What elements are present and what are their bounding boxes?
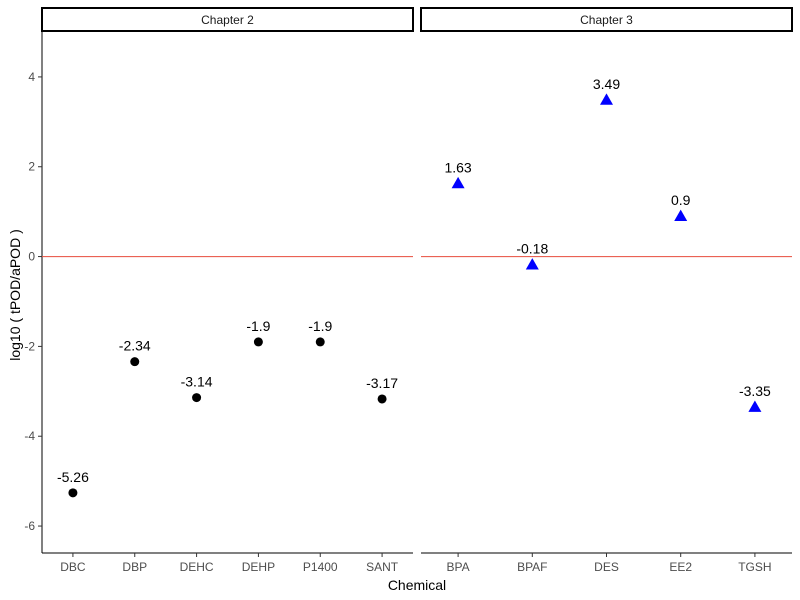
x-axis-title: Chemical (388, 577, 446, 593)
x-tick-label: P1400 (303, 560, 338, 574)
data-label-dbp: -2.34 (119, 338, 151, 354)
data-label-dehp: -1.9 (246, 318, 270, 334)
x-tick-label: DES (594, 560, 619, 574)
data-label-des: 3.49 (593, 76, 620, 92)
data-point-tgsh (748, 400, 762, 412)
data-label-bpaf: -0.18 (516, 241, 548, 257)
data-point-bpaf (525, 258, 539, 270)
x-tick-label: BPA (447, 560, 470, 574)
y-tick-label: -2 (24, 339, 35, 353)
x-tick-label: TGSH (738, 560, 771, 574)
data-label-tgsh: -3.35 (739, 383, 771, 399)
data-label-dehc: -3.14 (181, 374, 213, 390)
data-label-bpa: 1.63 (444, 159, 471, 175)
panel-strip (41, 7, 414, 32)
data-label-dbc: -5.26 (57, 469, 89, 485)
data-label-ee2: 0.9 (671, 192, 691, 208)
panel-strip-title: Chapter 3 (580, 13, 633, 27)
panel-strip (420, 7, 793, 32)
y-tick-label: -4 (24, 429, 35, 443)
data-point-des (600, 93, 613, 105)
data-point-bpa (451, 176, 465, 189)
y-axis-title: log10 ( tPOD/aPOD ) (7, 229, 23, 361)
data-point-dehc (192, 393, 202, 403)
data-point-dbc (68, 488, 78, 498)
data-point-dehp (253, 337, 263, 347)
x-tick-label: SANT (366, 560, 399, 574)
x-tick-label: DEHC (180, 560, 214, 574)
x-tick-label: BPAF (517, 560, 547, 574)
data-point-sant (377, 394, 387, 404)
data-point-p1400 (315, 337, 325, 347)
x-tick-label: DBP (122, 560, 147, 574)
y-tick-label: 0 (28, 250, 35, 264)
y-tick-label: 2 (28, 160, 35, 174)
panel-strip-title: Chapter 2 (201, 13, 254, 27)
y-tick-label: -6 (24, 519, 35, 533)
data-label-p1400: -1.9 (308, 318, 332, 334)
y-tick-label: 4 (28, 70, 35, 84)
x-tick-label: DEHP (242, 560, 275, 574)
data-label-sant: -3.17 (366, 375, 398, 391)
data-point-ee2 (674, 209, 688, 222)
data-point-dbp (130, 357, 140, 367)
x-tick-label: DBC (60, 560, 86, 574)
x-tick-label: EE2 (669, 560, 692, 574)
